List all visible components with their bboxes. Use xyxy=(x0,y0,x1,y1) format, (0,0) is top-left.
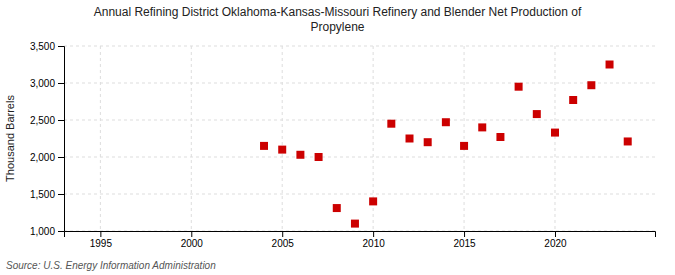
point xyxy=(496,133,504,141)
point xyxy=(624,137,632,145)
x-tick-label: 2005 xyxy=(272,238,295,249)
point xyxy=(387,120,395,128)
x-tick-label: 2020 xyxy=(544,238,567,249)
point xyxy=(460,142,468,150)
y-tick-label: 1,500 xyxy=(30,189,55,200)
point xyxy=(315,153,323,161)
title-line: Annual Refining District Oklahoma-Kansas… xyxy=(94,5,582,19)
x-tick: 1995 xyxy=(90,231,113,249)
y-axis-label: Thousand Barrels xyxy=(4,95,16,182)
y-grid-line xyxy=(64,120,655,121)
point xyxy=(551,129,559,137)
point xyxy=(533,110,541,118)
points xyxy=(260,61,632,228)
y-grid-line xyxy=(64,46,655,47)
y-tick: 3,000 xyxy=(30,78,64,89)
x-tick: 2005 xyxy=(272,231,295,249)
point xyxy=(333,204,341,212)
point xyxy=(515,83,523,91)
y-tick-label: 2,500 xyxy=(30,115,55,126)
x-tick: 2015 xyxy=(453,231,476,249)
point xyxy=(424,138,432,146)
point xyxy=(587,81,595,89)
y-tick: 3,500 xyxy=(30,41,64,52)
y-tick-mark xyxy=(58,231,64,232)
point xyxy=(369,197,377,205)
point xyxy=(478,123,486,131)
x-tick-mark xyxy=(464,231,465,237)
title: Annual Refining District Oklahoma-Kansas… xyxy=(94,5,582,34)
y-grid-line xyxy=(64,194,655,195)
point xyxy=(351,220,359,228)
chart: Annual Refining District Oklahoma-Kansas… xyxy=(0,0,675,275)
y-tick-label: 2,000 xyxy=(30,152,55,163)
x-grid-line xyxy=(282,46,283,231)
point xyxy=(296,151,304,159)
y-tick-mark xyxy=(58,194,64,195)
y-tick-label: 3,500 xyxy=(30,41,55,52)
y-axis-line xyxy=(58,47,65,232)
y-tick-mark xyxy=(58,46,64,47)
point xyxy=(278,146,286,154)
x-tick-label: 1995 xyxy=(90,238,113,249)
point xyxy=(442,118,450,126)
annotation: Source: U.S. Energy Information Administ… xyxy=(6,260,216,271)
x-tick-mark xyxy=(100,231,101,237)
y-tick: 2,500 xyxy=(30,115,64,126)
point xyxy=(406,135,414,143)
y-tick: 1,000 xyxy=(30,226,64,237)
point xyxy=(260,142,268,150)
x-tick-label: 2015 xyxy=(453,238,476,249)
grid xyxy=(64,46,655,231)
y-axis: 1,000 1,500 2,000 2,500 3,000 3,500 xyxy=(30,41,65,237)
y-tick-label: 3,000 xyxy=(30,78,55,89)
x-tick-label: 2010 xyxy=(363,238,386,249)
y-tick-label: 1,000 xyxy=(30,226,55,237)
y-tick-mark xyxy=(58,83,64,84)
point xyxy=(569,96,577,104)
y-tick-mark xyxy=(58,120,64,121)
x-grid-line xyxy=(464,46,465,231)
x-grid-line xyxy=(100,46,101,231)
x-axis-line xyxy=(65,232,656,238)
y-tick-mark xyxy=(58,157,64,158)
x-tick-mark xyxy=(373,231,374,237)
x-grid-line xyxy=(191,46,192,231)
y-grid-line xyxy=(64,157,655,158)
plot: 1995 2000 2005 2010 2015 2020 1,000 1,500 2,000 2… xyxy=(30,41,656,249)
y-tick: 2,000 xyxy=(30,152,64,163)
x-tick-label: 2000 xyxy=(181,238,204,249)
x-tick: 2020 xyxy=(544,231,567,249)
x-tick-mark xyxy=(555,231,556,237)
x-axis: 1995 2000 2005 2010 2015 2020 xyxy=(65,231,656,249)
point xyxy=(606,61,614,69)
x-tick: 2000 xyxy=(181,231,204,249)
x-tick-mark xyxy=(191,231,192,237)
x-grid-line xyxy=(554,46,555,231)
y-tick: 1,500 xyxy=(30,189,64,200)
title-line: Propylene xyxy=(310,20,364,34)
x-tick-mark xyxy=(282,231,283,237)
y-grid-line xyxy=(64,83,655,84)
x-tick: 2010 xyxy=(363,231,386,249)
